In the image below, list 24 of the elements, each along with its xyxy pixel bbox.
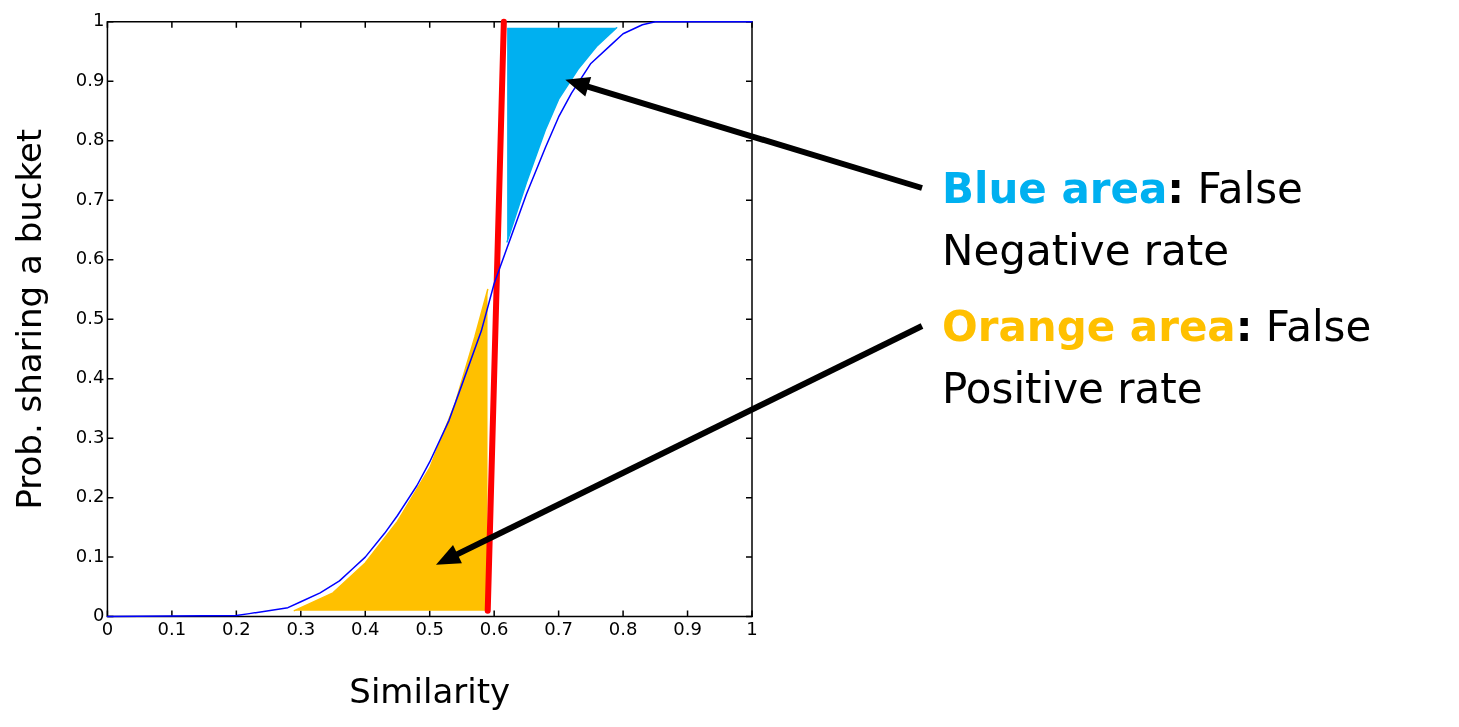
y-tick-label: 0.7 <box>75 187 105 209</box>
x-tick-label: 0.4 <box>350 618 380 640</box>
x-tick-label: 0.5 <box>415 618 445 640</box>
x-tick-label: 0.1 <box>157 618 187 640</box>
y-tick-label: 0.3 <box>75 425 105 447</box>
x-tick-label: 0.9 <box>673 618 702 640</box>
text: Blue area: False Negative rate <box>942 164 1303 275</box>
x-tick-label: 0.6 <box>479 618 509 640</box>
y-tick-label: 0.9 <box>75 68 105 90</box>
x-tick-label: 0.8 <box>608 618 638 640</box>
y-tick-label: 0.6 <box>75 247 105 269</box>
y-tick-label: 0.4 <box>75 366 105 388</box>
y-tick-label: 0.5 <box>75 306 105 328</box>
y-tick-label: 0.1 <box>75 544 105 566</box>
x-tick-label: 0.7 <box>544 618 573 640</box>
x-tick-label: 0.3 <box>286 618 316 640</box>
text: Orange area: False Positive rate <box>942 302 1372 413</box>
y-axis-title: Prob. sharing a bucket <box>9 128 50 510</box>
x-tick-label: 1 <box>746 618 758 640</box>
y-tick-label: 1 <box>92 9 105 31</box>
y-tick-label: 0.8 <box>75 128 105 150</box>
x-tick-label: 0.2 <box>222 618 251 640</box>
x-axis-title: Similarity <box>349 671 511 712</box>
y-tick-label: 0.2 <box>75 485 105 507</box>
